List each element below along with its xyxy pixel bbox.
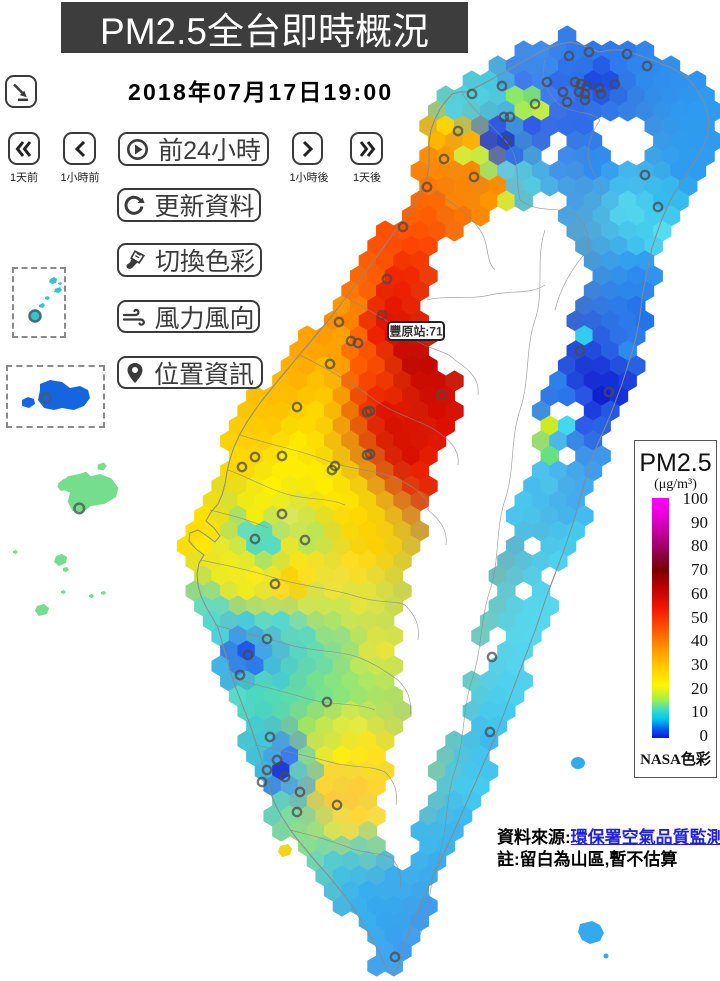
svg-text:豐原站:71: 豐原站:71: [389, 324, 443, 339]
